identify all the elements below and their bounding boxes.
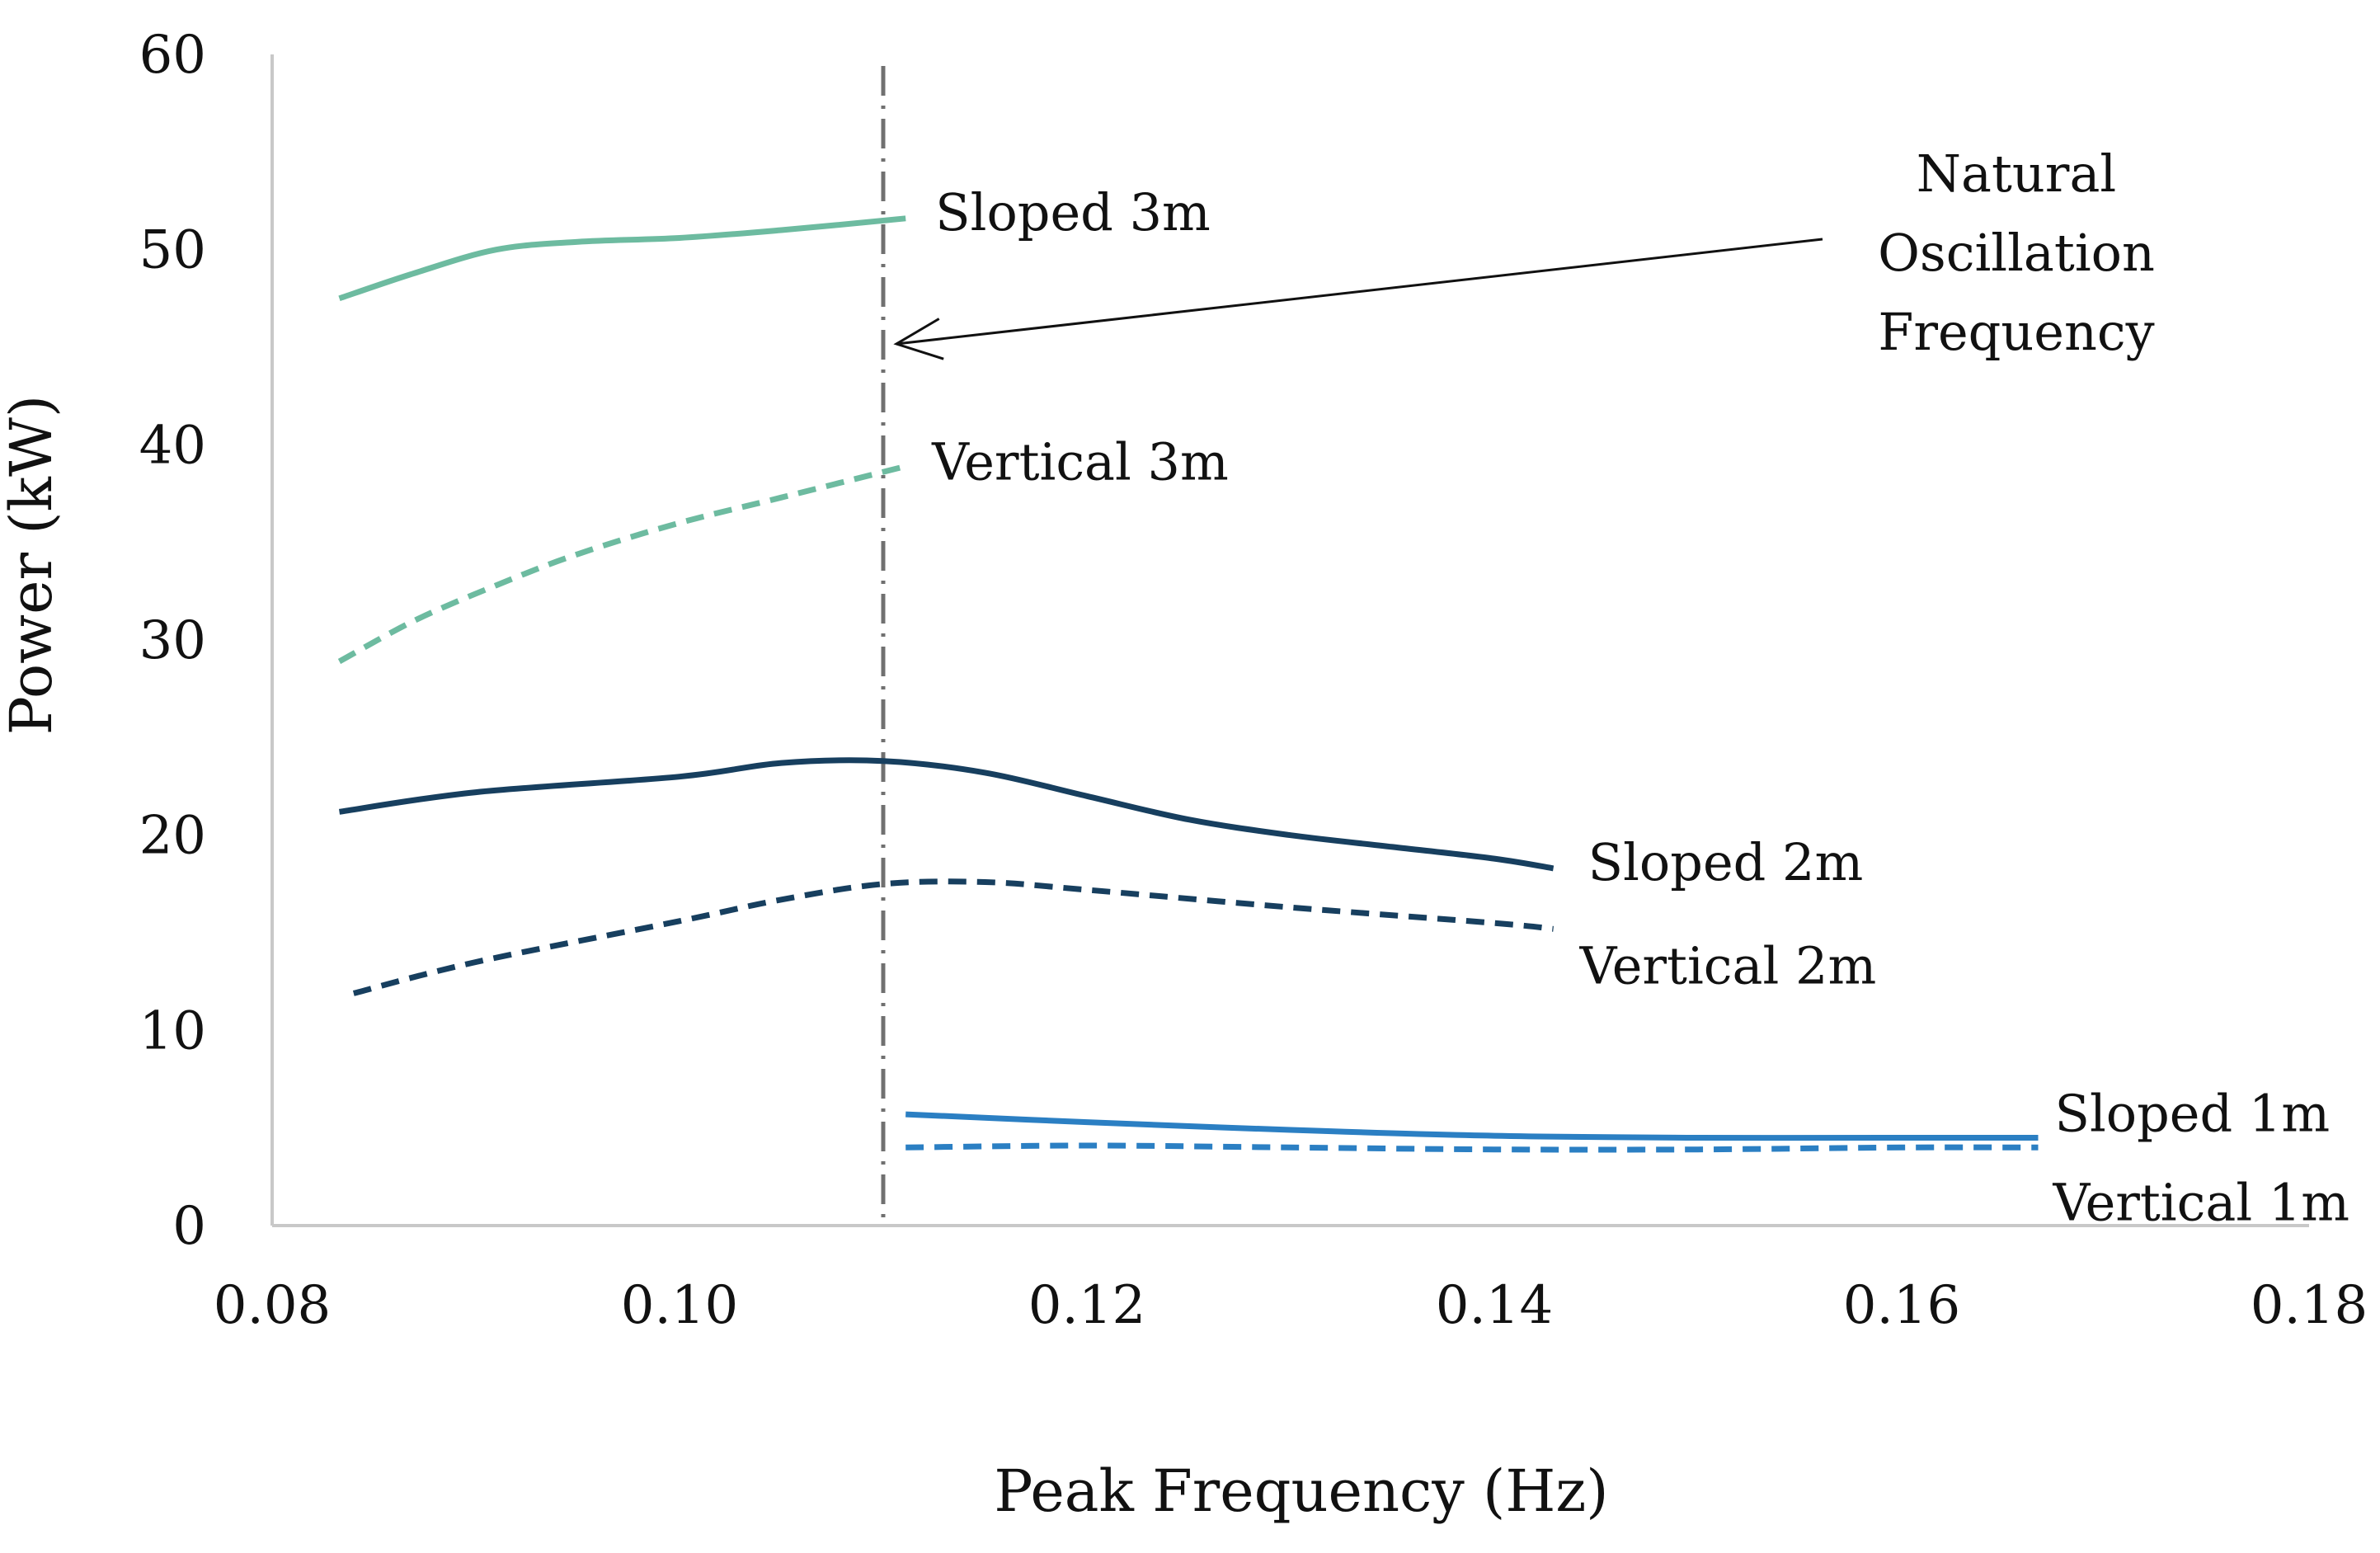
y-tick-label: 40	[139, 415, 206, 476]
series-label-vertical-2m: Vertical 2m	[1579, 935, 1877, 995]
natural-oscillation-annotation: Natural Oscillation Frequency	[1878, 144, 2155, 362]
series-line-vertical-3m	[337, 464, 907, 665]
x-axis-title: Peak Frequency (Hz)	[994, 1457, 1608, 1525]
series-line-sloped-2m	[338, 757, 1555, 872]
annotation-arrow-shaft	[896, 238, 1823, 346]
y-tick-label: 10	[139, 1000, 206, 1061]
series-label-sloped-3m: Sloped 3m	[935, 182, 1211, 242]
y-tick-label: 0	[172, 1196, 206, 1257]
series-line-vertical-1m	[905, 1142, 2039, 1153]
series-label-vertical-1m: Vertical 1m	[2052, 1172, 2349, 1232]
x-tick-label: 0.14	[1436, 1275, 1554, 1336]
annotation-arrow-head	[893, 318, 944, 360]
x-tick-label: 0.08	[214, 1275, 332, 1336]
y-axis-title: Power (kW)	[0, 395, 65, 735]
series-label-vertical-3m: Vertical 3m	[931, 431, 1229, 492]
y-tick-label: 20	[139, 806, 206, 867]
series-label-sloped-2m: Sloped 2m	[1588, 832, 1864, 892]
x-tick-label: 0.12	[1028, 1275, 1146, 1336]
series-line-sloped-1m	[905, 1111, 2039, 1141]
series-label-sloped-1m: Sloped 1m	[2054, 1084, 2330, 1144]
x-tick-label: 0.10	[621, 1275, 739, 1336]
annotation-line-3: Frequency	[1878, 302, 2154, 362]
y-tick-label: 60	[139, 25, 206, 86]
series-line-vertical-2m	[352, 878, 1554, 996]
x-tick-label: 0.18	[2251, 1275, 2368, 1336]
x-tick-label: 0.16	[1843, 1275, 1961, 1336]
series-line-sloped-3m	[338, 215, 906, 302]
y-tick-label: 30	[139, 610, 206, 671]
y-tick-label: 50	[139, 220, 206, 281]
annotation-line-1: Natural	[1917, 144, 2117, 204]
annotation-line-2: Oscillation	[1878, 223, 2155, 283]
